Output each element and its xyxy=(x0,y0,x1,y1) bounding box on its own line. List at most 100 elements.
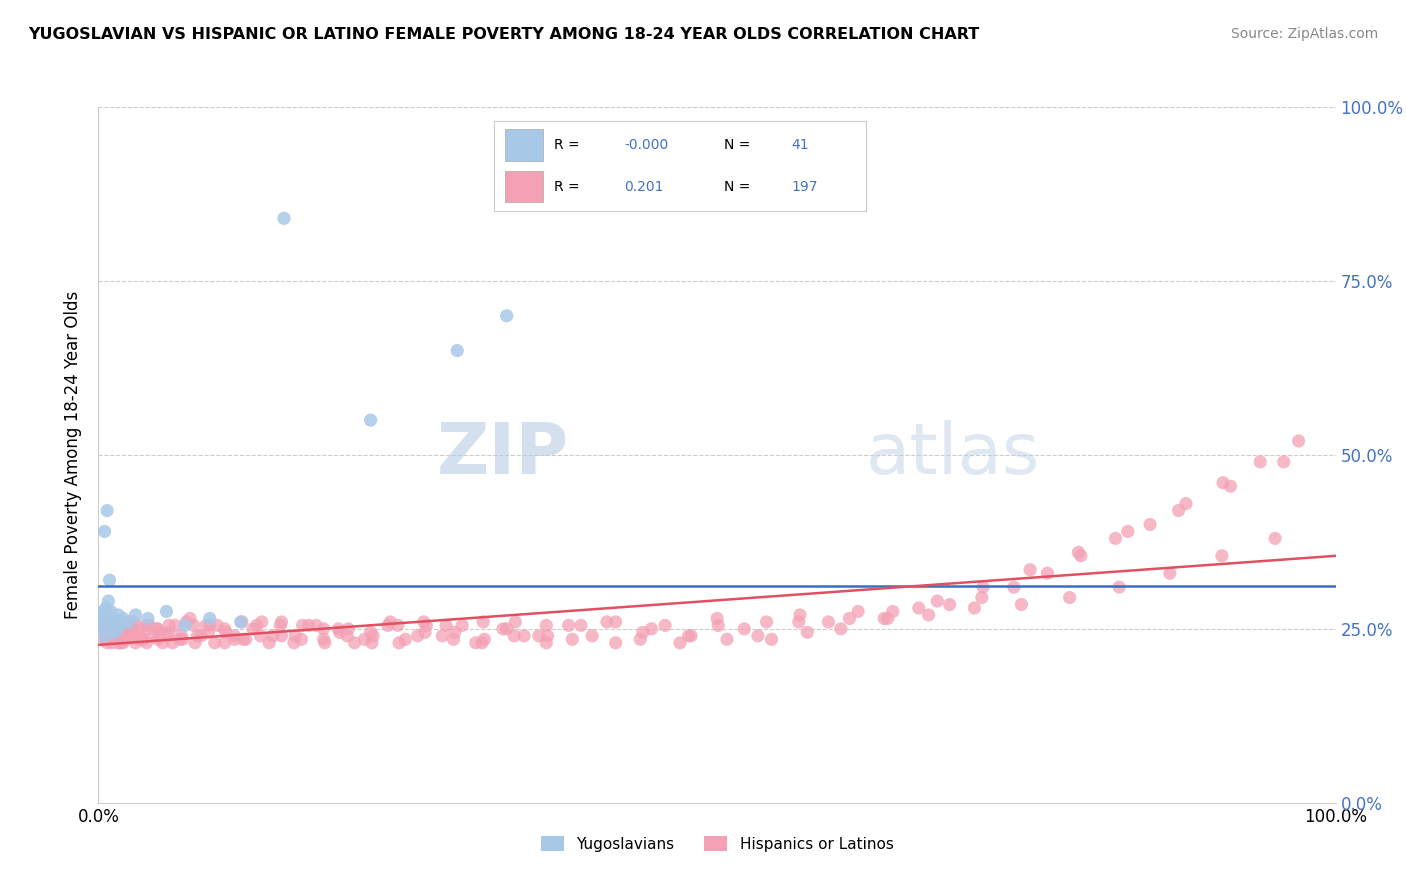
Point xyxy=(103,625,125,640)
Point xyxy=(104,615,127,629)
Point xyxy=(105,615,128,629)
Point xyxy=(97,632,120,647)
Point xyxy=(561,632,583,647)
Point xyxy=(242,622,264,636)
Point xyxy=(224,629,246,643)
Point xyxy=(93,629,115,643)
Text: Source: ZipAtlas.com: Source: ZipAtlas.com xyxy=(1230,27,1378,41)
Point xyxy=(96,622,118,636)
Point xyxy=(174,618,197,632)
Point xyxy=(107,629,129,643)
Point xyxy=(124,607,146,622)
Point xyxy=(314,636,336,650)
Point xyxy=(290,632,312,647)
Point xyxy=(536,629,558,643)
Point xyxy=(270,629,292,643)
Point xyxy=(434,618,457,632)
Point xyxy=(846,605,869,619)
Point xyxy=(838,611,860,625)
Point xyxy=(120,629,142,643)
Point xyxy=(817,615,839,629)
Point xyxy=(628,632,651,647)
Point xyxy=(654,618,676,632)
Point xyxy=(103,618,125,632)
Point xyxy=(446,343,468,358)
Point xyxy=(387,618,409,632)
Point xyxy=(503,629,526,643)
Point xyxy=(406,629,429,643)
Point xyxy=(1059,591,1081,605)
Point xyxy=(103,618,125,632)
Point xyxy=(124,636,146,650)
Point xyxy=(464,636,486,650)
Point xyxy=(1010,598,1032,612)
Point xyxy=(596,615,619,629)
Point xyxy=(172,632,194,647)
Point xyxy=(128,622,150,636)
Point xyxy=(205,618,228,632)
Point xyxy=(197,625,219,640)
Point xyxy=(93,632,115,647)
Point xyxy=(380,615,402,629)
Point xyxy=(112,622,135,636)
Point xyxy=(90,618,112,632)
Point xyxy=(492,622,515,636)
Point xyxy=(1116,524,1139,539)
Point xyxy=(1108,580,1130,594)
Point xyxy=(156,629,179,643)
Point xyxy=(312,622,335,636)
Point xyxy=(873,611,896,625)
Point xyxy=(451,618,474,632)
Point xyxy=(471,636,494,650)
Point xyxy=(186,629,208,643)
Point xyxy=(104,632,127,647)
Point xyxy=(337,622,360,636)
Point xyxy=(527,629,550,643)
Point xyxy=(97,622,120,636)
Point xyxy=(328,622,350,636)
Point xyxy=(1002,580,1025,594)
Point xyxy=(110,618,132,632)
Point xyxy=(155,605,177,619)
Text: YUGOSLAVIAN VS HISPANIC OR LATINO FEMALE POVERTY AMONG 18-24 YEAR OLDS CORRELATI: YUGOSLAVIAN VS HISPANIC OR LATINO FEMALE… xyxy=(28,27,980,42)
Point xyxy=(415,618,437,632)
Point xyxy=(157,625,180,640)
Point xyxy=(343,636,366,650)
Point xyxy=(190,629,212,643)
Point xyxy=(142,629,165,643)
Point xyxy=(284,629,307,643)
Point xyxy=(249,629,271,643)
Point xyxy=(394,632,416,647)
Point xyxy=(360,636,382,650)
Point xyxy=(605,636,627,650)
Point xyxy=(291,618,314,632)
Point xyxy=(283,636,305,650)
Point xyxy=(1070,549,1092,563)
Point xyxy=(1272,455,1295,469)
Point xyxy=(104,632,127,647)
Point xyxy=(121,629,143,643)
Point xyxy=(138,618,160,632)
Point xyxy=(972,580,994,594)
Point xyxy=(432,629,454,643)
Point xyxy=(298,618,321,632)
Point xyxy=(755,615,778,629)
Point xyxy=(214,622,236,636)
Point xyxy=(605,615,627,629)
Point xyxy=(136,622,159,636)
Point xyxy=(94,618,117,632)
Point xyxy=(100,625,122,640)
Point xyxy=(94,601,117,615)
Point xyxy=(917,607,939,622)
Point xyxy=(101,632,124,647)
Point xyxy=(1159,566,1181,581)
Point xyxy=(96,607,118,622)
Point xyxy=(231,615,253,629)
Point xyxy=(1067,545,1090,559)
Point xyxy=(146,632,169,647)
Point xyxy=(97,618,120,632)
Point xyxy=(117,618,139,632)
Point xyxy=(681,629,703,643)
Point xyxy=(129,632,152,647)
Point xyxy=(94,618,117,632)
